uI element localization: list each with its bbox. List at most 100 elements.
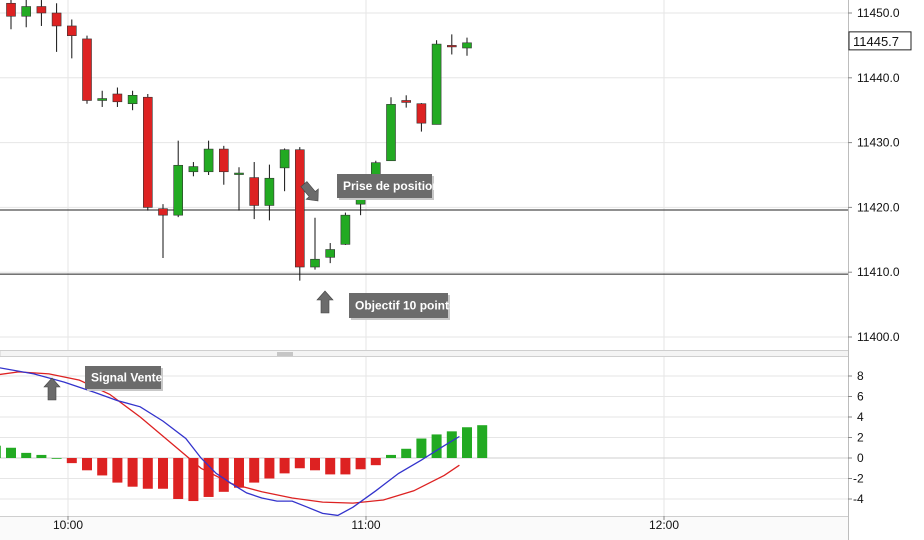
candle-body	[173, 164, 183, 216]
macd-histogram-bar	[173, 458, 184, 499]
candle-body	[416, 103, 427, 124]
candle-body	[234, 172, 244, 175]
macd-line	[0, 367, 460, 517]
macd-histogram-bar	[97, 458, 108, 476]
price-tick-label: 11440.0	[857, 71, 900, 85]
macd-histogram-bar	[249, 458, 260, 483]
time-tick-label: 11:00	[351, 518, 380, 532]
macd-lines	[0, 367, 460, 517]
candle-body	[51, 12, 62, 27]
macd-histogram-bar	[6, 447, 16, 458]
last-price-label: 11445.7	[853, 34, 899, 49]
macd-histogram-bar	[203, 458, 214, 497]
candle-body	[340, 214, 351, 245]
macd-histogram-bar	[82, 458, 92, 471]
callout-objectif-box	[349, 293, 448, 318]
macd-tick-label: -2	[853, 472, 864, 486]
callout-objectif-label: Objectif 10 points	[355, 299, 456, 313]
macd-histogram-bar	[355, 458, 366, 470]
macd-tick-label: 6	[857, 390, 864, 404]
candle-body	[279, 149, 290, 169]
last-price-box	[848, 31, 912, 51]
macd-histogram-bar	[234, 458, 244, 488]
macd-histogram-bar	[416, 438, 427, 458]
annotations: Prise de position Objectif 10 points Signa…	[43, 174, 456, 401]
candlestick-series	[6, 0, 472, 281]
macd-histogram-bar	[36, 454, 47, 458]
candle-body	[21, 6, 32, 17]
arrow-down-right-icon	[300, 181, 319, 202]
macd-histogram-bar	[127, 458, 138, 487]
macd-histogram-bar	[188, 458, 199, 502]
macd-histogram-bar	[218, 458, 229, 492]
candle-body	[127, 94, 138, 105]
price-tick-label: 11410.0	[857, 265, 900, 279]
macd-histogram-bar	[66, 458, 77, 464]
macd-histogram-bar	[462, 427, 472, 458]
macd-histogram-bar	[294, 458, 305, 469]
candle-body	[294, 149, 305, 268]
price-tick-label: 11400.0	[857, 330, 900, 344]
macd-histogram-bar	[279, 458, 290, 474]
candle-body	[6, 2, 16, 17]
price-tick-label: 11420.0	[857, 200, 900, 214]
time-axis-band	[0, 517, 924, 540]
macd-histogram-bar	[310, 458, 320, 471]
candle-body	[310, 258, 320, 268]
callout-signal-label: Signal Vente	[91, 371, 163, 385]
candle-body	[401, 100, 412, 103]
macd-histogram-bar	[431, 434, 442, 458]
macd-histogram-bar	[386, 454, 396, 458]
candle-body	[97, 98, 107, 101]
macd-histogram-bar	[446, 431, 457, 458]
price-axis-band	[849, 0, 924, 540]
pane-splitter	[0, 350, 924, 357]
macd-tick-label: -4	[853, 492, 864, 506]
candle-body	[325, 249, 336, 258]
candle-body	[82, 38, 92, 101]
macd-tick-label: 8	[857, 369, 864, 383]
macd-tick-label: 0	[857, 451, 864, 465]
candle-body	[203, 148, 214, 173]
macd-histogram-bar	[264, 458, 275, 479]
time-tick-label: 12:00	[649, 518, 679, 532]
candle-body	[446, 45, 457, 48]
candle-body	[36, 6, 47, 14]
macd-tick-label: 4	[857, 410, 864, 424]
macd-histogram-bar	[340, 458, 351, 475]
candle-body	[386, 104, 396, 162]
macd-tick-label: 2	[857, 431, 864, 445]
time-tick-label: 10:00	[53, 518, 83, 532]
candle-body	[158, 208, 168, 216]
macd-histogram-bar	[112, 458, 123, 483]
axis-labels: 11450.0 11440.0 11430.0 11420.0 11410.0 11400…	[53, 6, 912, 532]
arrow-up-icon	[316, 290, 334, 314]
callout-prise-box	[337, 174, 432, 198]
candle-body	[143, 96, 153, 208]
macd-histogram-bar	[401, 448, 412, 458]
candle-body	[112, 93, 123, 103]
candle-body	[67, 25, 77, 36]
candle-body	[188, 166, 199, 173]
macd-histogram-bar	[0, 445, 1, 458]
support-resistance-lines	[0, 209, 848, 275]
candle-body	[431, 43, 442, 125]
candle-body	[219, 148, 229, 173]
macd-histogram-bar	[51, 458, 62, 459]
macd-histogram-bar	[142, 458, 153, 489]
arrow-up-icon	[43, 377, 61, 401]
price-tick-label: 11430.0	[857, 136, 900, 150]
candle-body	[264, 177, 275, 206]
macd-histogram	[0, 425, 488, 502]
candle-body	[462, 42, 472, 49]
candle-body	[249, 177, 259, 206]
macd-histogram-bar	[477, 425, 488, 458]
price-tick-label: 11450.0	[857, 6, 900, 20]
callout-prise-label: Prise de position	[343, 179, 440, 193]
macd-histogram-bar	[370, 458, 381, 466]
macd-histogram-bar	[325, 458, 336, 475]
callout-signal-box	[85, 366, 161, 389]
macd-histogram-bar	[21, 452, 32, 458]
